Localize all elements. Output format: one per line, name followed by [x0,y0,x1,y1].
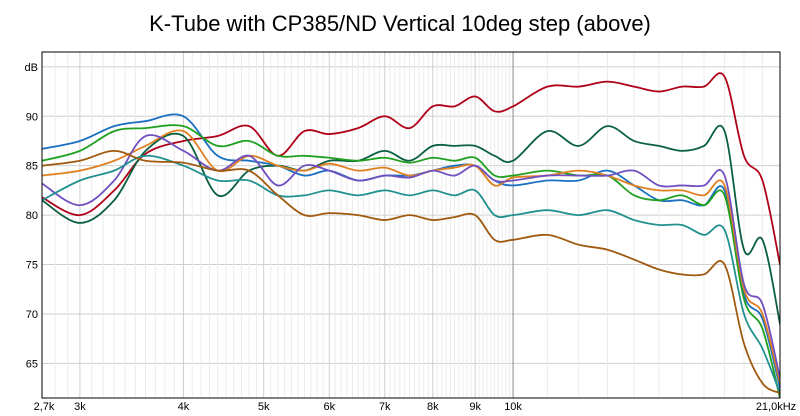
series-line-1 [42,72,780,266]
y-tick-label: 75 [26,260,38,272]
series-line-3 [42,113,780,390]
series-lines [42,72,780,398]
x-tick-label: 4k [178,401,190,413]
x-tick-label: 7k [379,401,391,413]
x-tick-label: 3k [74,401,86,413]
series-line-2 [42,124,780,325]
series-line-4 [42,124,780,398]
grid [41,52,781,398]
series-line-6 [42,134,780,380]
x-tick-labels: 2,7k 3k 4k 5k 6k 7k 8k 9k 10k 21,0kHz [34,401,797,413]
x-tick-label: 10k [504,401,522,413]
x-tick-label: 5k [258,401,270,413]
x-tick-label: 9k [469,401,481,413]
y-tick-label: 85 [26,161,38,173]
x-tick-label: 21,0kHz [756,401,796,413]
series-line-7 [42,154,780,394]
y-tick-label: 70 [26,309,38,321]
series-line-5 [42,129,780,385]
y-tick-label: 65 [26,358,38,370]
y-tick-label: dB [25,62,38,74]
series-line-8 [42,149,780,394]
x-tick-label: 2,7k [34,401,55,413]
y-tick-label: 80 [26,210,38,222]
y-tick-label: 90 [26,111,38,123]
plot-frame [41,51,781,399]
x-tick-label: 6k [323,401,335,413]
chart-title: K-Tube with CP385/ND Vertical 10deg step… [149,11,651,36]
plot-area [42,72,780,398]
x-tick-label: 8k [427,401,439,413]
y-tick-labels: dB 90 85 80 75 70 65 [25,62,38,371]
